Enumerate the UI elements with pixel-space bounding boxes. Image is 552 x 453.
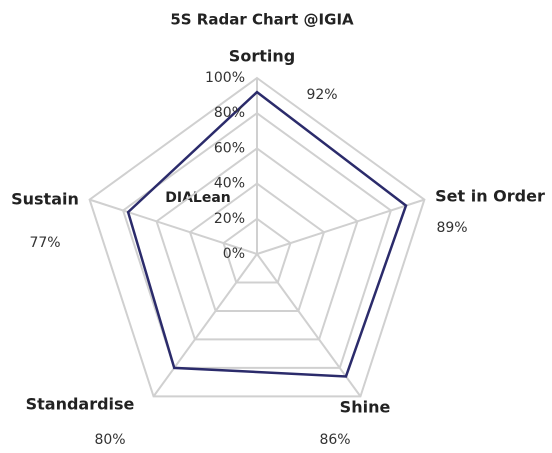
value-label: 80% bbox=[94, 432, 125, 448]
tick-label: 20% bbox=[214, 211, 245, 227]
grid-ring bbox=[188, 182, 326, 312]
category-label: Sustain bbox=[11, 190, 79, 209]
category-label: Sorting bbox=[229, 47, 295, 66]
tick-label: 0% bbox=[223, 246, 245, 262]
spoke bbox=[89, 198, 258, 255]
spoke bbox=[152, 253, 258, 397]
tick-label: 40% bbox=[214, 176, 245, 192]
tick-label: 60% bbox=[214, 140, 245, 156]
grid-ring bbox=[121, 111, 393, 369]
grid-ring bbox=[222, 217, 292, 284]
value-label: 89% bbox=[436, 220, 467, 236]
category-label: Standardise bbox=[26, 395, 135, 414]
value-label: 77% bbox=[29, 235, 60, 251]
tick-label: 80% bbox=[214, 105, 245, 121]
value-label: 86% bbox=[319, 432, 350, 448]
grid-ring bbox=[88, 76, 426, 398]
spoke bbox=[256, 198, 425, 255]
series-line bbox=[126, 90, 408, 378]
category-label: Set in Order bbox=[435, 187, 545, 206]
spoke bbox=[256, 253, 362, 397]
tick-label: 100% bbox=[205, 70, 245, 86]
value-label: 92% bbox=[306, 87, 337, 103]
grid-ring bbox=[155, 147, 359, 341]
chart-title: 5S Radar Chart @IGIA bbox=[170, 11, 354, 29]
category-label: Shine bbox=[340, 398, 391, 417]
